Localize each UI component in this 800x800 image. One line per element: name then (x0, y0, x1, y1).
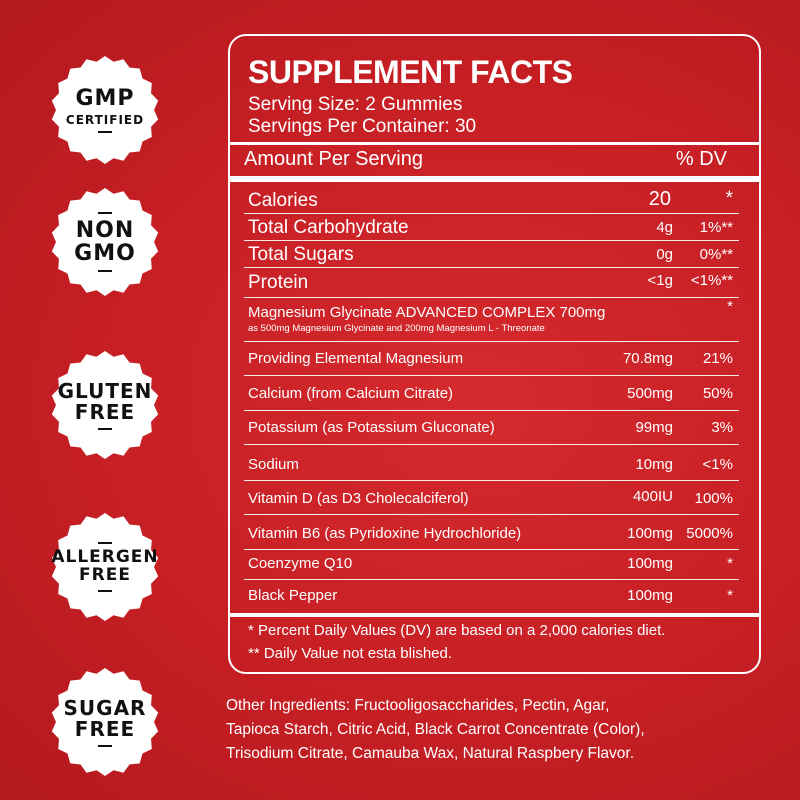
scalloped-seal-icon (51, 56, 159, 164)
nutrient-dv: 5000% (686, 525, 733, 542)
scalloped-seal-icon (51, 351, 159, 459)
row-divider (244, 341, 739, 342)
nutrient-amount: 10mg (635, 456, 673, 473)
divider-heavy (230, 613, 759, 617)
nutrient-name: Magnesium Glycinate ADVANCED COMPLEX 700… (248, 304, 606, 321)
footnote-dv: * Percent Daily Values (DV) are based on… (248, 622, 666, 639)
supplement-facts-panel: SUPPLEMENT FACTS Serving Size: 2 Gummies… (228, 34, 761, 674)
nutrient-amount: 500mg (627, 385, 673, 402)
row-divider (244, 267, 739, 268)
nutrient-dv: 100% (694, 490, 733, 507)
nutrient-amount: 20 (648, 188, 671, 210)
row-divider (244, 549, 739, 550)
nutrient-name: Coenzyme Q10 (248, 555, 353, 572)
row-divider (244, 410, 739, 411)
badge-non-gmo: NON GMO (50, 187, 160, 297)
badge-line1: GMP (75, 85, 135, 111)
nutrient-name: Providing Elemental Magnesium (248, 350, 464, 367)
nutrient-name: Calories (248, 190, 318, 211)
row-divider (244, 213, 739, 214)
nutrient-amount: 4g (656, 219, 673, 236)
nutrient-amount: 100mg (627, 555, 673, 572)
badge-dash (98, 270, 112, 273)
badge-dash (97, 744, 112, 747)
panel-title: SUPPLEMENT FACTS (248, 54, 573, 90)
badge-line1: GLUTEN (57, 378, 153, 403)
badge-line1: NON (75, 217, 135, 243)
badge-dash (97, 589, 112, 592)
divider-thick (230, 142, 759, 145)
nutrient-dv: 3% (711, 419, 733, 436)
nutrient-amount: 99mg (635, 419, 673, 436)
nutrient-dv: 21% (702, 350, 733, 367)
badge-sugar-free: SUGAR FREE (50, 667, 160, 777)
badge-line2: CERTIFIED (65, 112, 145, 127)
divider-heavy (230, 176, 759, 182)
nutrient-note: as 500mg Magnesium Glycinate and 200mg M… (248, 323, 545, 334)
footnote-not-established: ** Daily Value not esta blished. (248, 645, 453, 662)
badge-dash (98, 211, 112, 214)
nutrient-name: Potassium (as Potassium Gluconate) (248, 419, 495, 436)
scalloped-seal-icon (51, 668, 159, 776)
row-divider (244, 579, 739, 580)
badge-gmp-certified: GMP CERTIFIED (50, 55, 160, 165)
amount-per-serving-header: Amount Per Serving (244, 148, 423, 170)
nutrient-dv: * (727, 555, 733, 572)
badge-line2: FREE (79, 565, 131, 585)
nutrient-amount: 400IU (632, 488, 673, 505)
nutrient-dv: 50% (702, 385, 733, 402)
nutrient-name: Total Carbohydrate (248, 217, 409, 238)
nutrient-name: Vitamin D (as D3 Cholecalciferol) (248, 490, 469, 507)
nutrient-name: Total Sugars (248, 244, 354, 265)
nutrient-dv: * (727, 298, 733, 315)
serving-size: Serving Size: 2 Gummies (248, 94, 463, 115)
nutrient-amount: 0g (656, 246, 673, 263)
badge-dash (98, 131, 112, 134)
servings-per-container: Servings Per Container: 30 (248, 116, 477, 137)
row-divider (244, 480, 739, 481)
nutrient-dv: <1%** (690, 272, 733, 289)
badge-line1: ALLERGEN (51, 547, 159, 568)
scalloped-seal-icon (51, 513, 159, 621)
nutrient-dv: 1%** (699, 219, 733, 236)
row-divider (244, 444, 739, 445)
nutrient-dv: 0%** (699, 246, 733, 263)
row-divider (244, 297, 739, 298)
nutrient-dv: * (725, 188, 733, 209)
badge-line2: GMO (74, 241, 136, 266)
badge-dash (97, 542, 112, 545)
nutrient-name: Protein (248, 272, 309, 293)
dv-header: % DV (675, 148, 727, 170)
nutrient-name: Calcium (from Calcium Citrate) (248, 385, 454, 402)
other-ingredients-line: Other Ingredients: Fructooligosaccharide… (226, 697, 610, 714)
badge-allergen-free: ALLERGEN FREE (50, 512, 160, 622)
nutrient-dv: <1% (702, 456, 733, 473)
scalloped-seal-icon (51, 188, 159, 296)
nutrient-amount: 100mg (627, 525, 673, 542)
nutrient-amount: 70.8mg (622, 350, 673, 367)
nutrient-name: Sodium (248, 456, 299, 473)
other-ingredients-line: Tapioca Starch, Citric Acid, Black Carro… (226, 721, 645, 738)
nutrient-amount: 100mg (627, 587, 673, 604)
badge-gluten-free: GLUTEN FREE (50, 350, 160, 460)
row-divider (244, 514, 739, 515)
badge-dash (97, 427, 112, 430)
row-divider (244, 375, 739, 376)
nutrient-amount: <1g (647, 272, 673, 289)
badge-line2: FREE (74, 399, 136, 424)
row-divider (244, 240, 739, 241)
nutrient-name: Vitamin B6 (as Pyridoxine Hydrochloride) (248, 525, 522, 542)
nutrient-name: Black Pepper (248, 587, 338, 604)
badge-line2: FREE (74, 716, 136, 741)
other-ingredients-line: Trisodium Citrate, Camauba Wax, Natural … (226, 745, 635, 762)
nutrient-dv: * (727, 587, 733, 604)
badge-line1: SUGAR (63, 695, 147, 720)
